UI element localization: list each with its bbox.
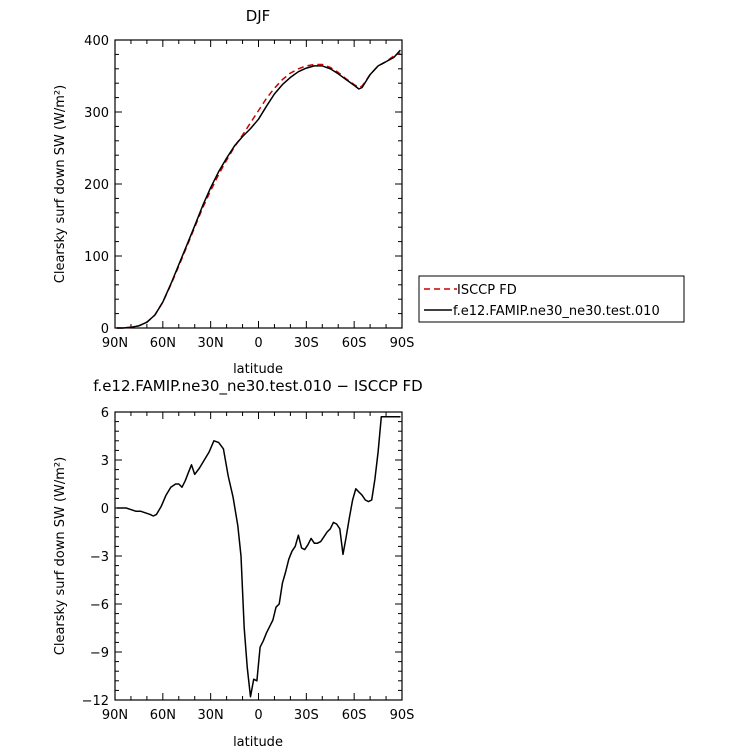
top-x-tick-label: 30S [294,336,319,351]
bottom-y-tick-label: 3 [101,454,109,469]
top-series-group [116,49,401,329]
bottom-x-tick-label: 90S [390,708,415,723]
bottom-x-tick-label: 30N [198,708,224,723]
top-x-axis-label: latitude [233,362,283,377]
top-y-tick-label: 300 [84,106,109,121]
bottom-y-axis-label: Clearsky surf down SW (W/m²) [53,457,68,655]
legend-box [418,275,685,323]
bottom-y-tick-label: 0 [101,502,109,517]
bottom-chart: f.e12.FAMIP.ne30_ne30.test.010 − ISCCP F… [53,377,423,750]
top-x-tick-label: 90S [390,336,415,351]
top-x-tick-label: 60N [150,336,176,351]
bottom-series-group [116,416,401,698]
legend-label-isccp: ISCCP FD [457,283,517,298]
legend: ISCCP FD f.e12.FAMIP.ne30_ne30.test.010 [418,275,685,323]
top-chart: DJF 90N 60N 30N 0 30S 60S 90S 0 100 200 300 400 lat… [53,7,685,377]
bottom-x-tick-label: 60N [150,708,176,723]
top-x-tick-label: 60S [342,336,367,351]
top-tick-group: 90N 60N 30N 0 30S 60S 90S 0 100 200 300 400 [84,34,414,351]
top-x-tick-label: 0 [254,336,262,351]
top-y-tick-label: 400 [84,34,109,49]
top-series-line-1 [116,49,401,329]
top-series-line-0 [116,52,401,329]
bottom-x-tick-label: 0 [254,708,262,723]
top-y-tick-label: 200 [84,178,109,193]
top-x-tick-label: 90N [102,336,128,351]
bottom-x-tick-label: 60S [342,708,367,723]
bottom-x-tick-label: 30S [294,708,319,723]
bottom-series-line-0 [116,416,401,698]
top-plot-frame [114,39,403,329]
bottom-x-axis-label: latitude [233,735,283,750]
bottom-y-tick-label: 6 [101,406,109,421]
top-x-tick-label: 30N [198,336,224,351]
bottom-y-tick-label: −3 [90,550,109,565]
top-y-tick-label: 100 [84,250,109,265]
bottom-x-tick-label: 90N [102,708,128,723]
bottom-y-tick-label: −6 [90,598,109,613]
bottom-tick-group: 90N 60N 30N 0 30S 60S 90S −12 −9 −6 −3 0 3 6 [82,406,415,723]
top-y-tick-label: 0 [101,322,109,337]
top-y-axis-label: Clearsky surf down SW (W/m²) [53,85,68,283]
legend-label-model: f.e12.FAMIP.ne30_ne30.test.010 [453,304,660,319]
bottom-y-tick-label: −12 [82,694,109,709]
bottom-chart-title: f.e12.FAMIP.ne30_ne30.test.010 − ISCCP F… [93,377,423,396]
bottom-y-tick-label: −9 [90,646,109,661]
top-chart-title: DJF [246,7,271,25]
